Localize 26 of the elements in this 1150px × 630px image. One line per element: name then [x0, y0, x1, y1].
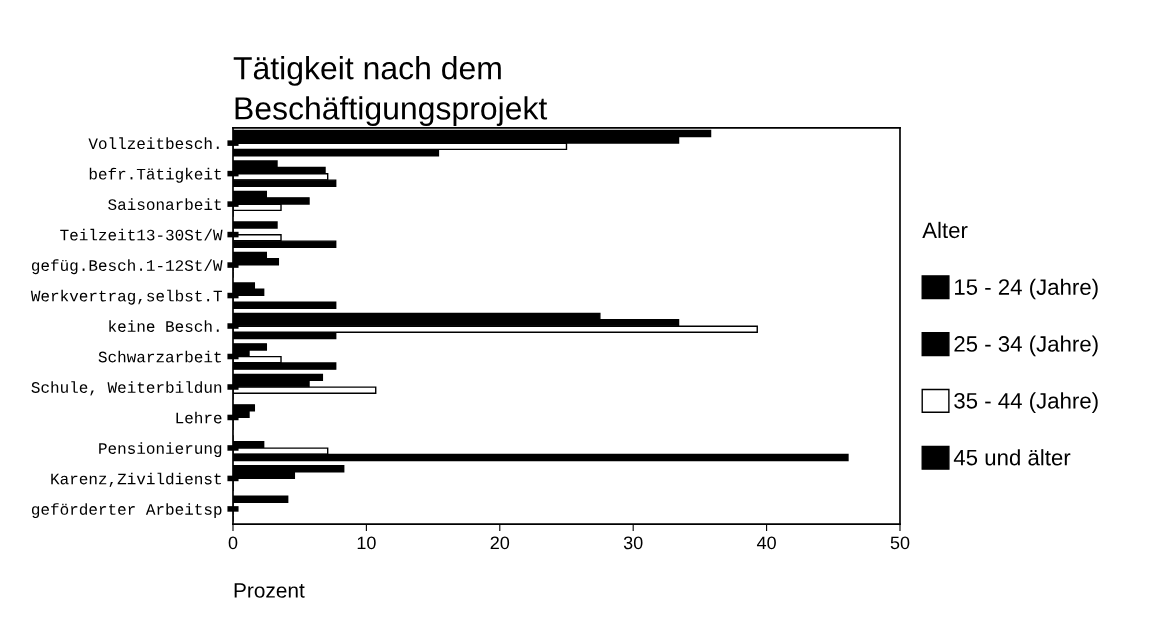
x-tick-label: 0	[228, 536, 238, 550]
y-tick-label: Schwarzarbeit	[98, 350, 221, 363]
y-tick-label: befr.Tätigkeit	[89, 167, 221, 183]
legend-label: 25 - 34 (Jahre)	[954, 335, 1098, 357]
x-tick-label: 50	[890, 536, 910, 550]
y-tick-label: Karenz,Zivildienst	[51, 472, 221, 488]
legend-title: Alter	[922, 221, 968, 239]
x-tick-label: 40	[756, 536, 776, 550]
y-tick-label: gefüg.Besch.1-12St/W	[31, 259, 223, 275]
legend-label: 45 und älter	[953, 449, 1071, 466]
x-tick-label: 20	[490, 536, 510, 550]
x-axis-title: Prozent	[234, 583, 305, 598]
legend-label: 35 - 44 (Jahre)	[954, 392, 1098, 414]
y-tick-label: Teilzeit13-30St/W	[60, 228, 223, 241]
y-tick-label: Lehre	[176, 411, 222, 424]
y-tick-label: Schule, Weiterbildun	[31, 381, 222, 396]
y-tick-label: Vollzeitbesch.	[88, 137, 219, 150]
y-tick-label: Pensionierung	[99, 442, 222, 458]
x-tick-label: 10	[357, 536, 376, 550]
y-tick-label: Werkvertrag,selbst.T	[30, 289, 222, 305]
legend-label: 15 - 24 (Jahre)	[955, 278, 1098, 300]
y-tick-label: Saisonarbeit	[108, 198, 221, 211]
chart-title: Tätigkeit nach dem Beschäftigungsprojekt	[233, 56, 548, 126]
y-tick-label: keine Besch.	[109, 320, 219, 332]
x-tick-label: 30	[623, 536, 643, 550]
y-tick-label: geförderter Arbeitsp	[31, 503, 222, 519]
